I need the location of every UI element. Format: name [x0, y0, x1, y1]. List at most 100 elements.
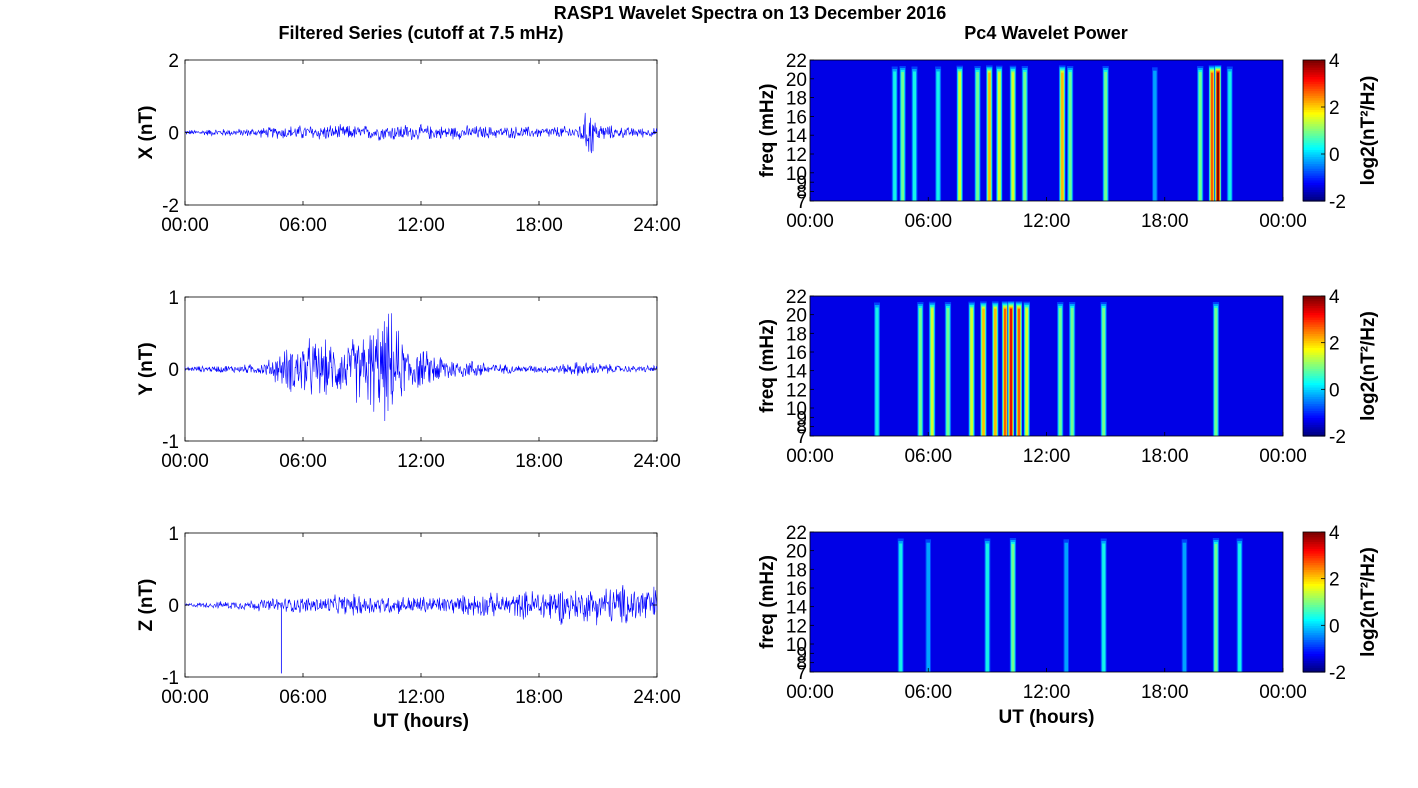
colorbar-segment: [1303, 319, 1325, 323]
y-axis-label: freq (mHz): [757, 319, 778, 413]
wavelet-streak: [1061, 72, 1064, 201]
colorbar-segment: [1303, 168, 1325, 172]
x-tick-label: 18:00: [515, 687, 563, 708]
colorbar-segment: [1303, 623, 1325, 626]
colorbar-tick-label: 2: [1329, 98, 1340, 119]
colorbar-frame: [1302, 59, 1326, 202]
colorbar-segment: [1303, 340, 1325, 344]
colorbar-segment: [1303, 611, 1325, 615]
colorbar-segment: [1303, 186, 1325, 190]
colorbar-segment: [1303, 363, 1325, 367]
colorbar-segment: [1303, 571, 1325, 575]
y-tick-label: 20: [786, 306, 807, 327]
y-tick-label: 22: [786, 287, 807, 308]
y-tick-label: 16: [786, 343, 807, 364]
colorbar-segment: [1303, 539, 1325, 542]
wavelet-streak: [913, 71, 916, 201]
x-tick-label: 00:00: [786, 446, 834, 467]
wavelet-streak: [1004, 308, 1007, 437]
x-tick-label: 00:00: [161, 451, 209, 472]
colorbar-segment: [1303, 384, 1325, 388]
colorbar-segment: [1303, 403, 1325, 407]
colorbar-segment: [1303, 602, 1325, 605]
x-axis-label: UT (hours): [998, 707, 1094, 728]
colorbar-segment: [1303, 373, 1325, 376]
colorbar-segment: [1303, 142, 1325, 146]
colorbar-segment: [1303, 401, 1325, 404]
colorbar-segment: [1303, 326, 1325, 330]
wavelet-streak: [1182, 542, 1187, 672]
wavelet-streak: [1102, 308, 1105, 436]
colorbar-segment: [1303, 576, 1325, 580]
colorbar-segment: [1303, 380, 1325, 383]
colorbar-tick-label: 0: [1329, 145, 1340, 166]
colorbar-segment: [1303, 412, 1325, 416]
wavelet-streak: [946, 308, 950, 436]
colorbar-segment: [1303, 300, 1325, 304]
wavelet-streak: [982, 308, 985, 436]
y-axis-label: Z (nT): [136, 579, 157, 632]
wavelet-streak: [1017, 308, 1021, 437]
colorbar-segment: [1303, 151, 1325, 155]
x-axis-label: UT (hours): [373, 711, 469, 732]
colorbar-segment: [1303, 198, 1325, 202]
colorbar-segment: [1303, 312, 1325, 316]
wavelet-streak: [994, 308, 997, 436]
colorbar-segment: [1303, 630, 1325, 633]
y-tick-label: 9: [796, 173, 807, 194]
wavelet-streak: [1214, 308, 1218, 436]
colorbar-segment: [1303, 567, 1325, 570]
y-tick-label: 14: [786, 126, 808, 147]
colorbar-segment: [1303, 102, 1325, 106]
colorbar-segment: [1303, 541, 1325, 545]
colorbar-segment: [1303, 104, 1325, 108]
colorbar-segment: [1303, 135, 1325, 139]
colorbar-segment: [1303, 419, 1325, 423]
colorbar-segment: [1303, 172, 1325, 176]
y-tick-label: 18: [786, 560, 807, 581]
colorbar-segment: [1303, 595, 1325, 598]
colorbar-segment: [1303, 667, 1325, 671]
colorbar-segment: [1303, 625, 1325, 629]
colorbar-label: log2(nT²/Hz): [1358, 76, 1379, 186]
x-tick-label: 24:00: [633, 215, 681, 236]
x-tick-label: 00:00: [786, 211, 834, 232]
colorbar-segment: [1303, 321, 1325, 325]
y-tick-label: 8: [796, 654, 807, 675]
colorbar-segment: [1303, 592, 1325, 596]
colorbar-segment: [1303, 64, 1325, 68]
colorbar-segment: [1303, 177, 1325, 181]
colorbar-segment: [1303, 149, 1325, 153]
x-tick-label: 00:00: [786, 682, 834, 703]
colorbar-segment: [1303, 613, 1325, 617]
colorbar-segment: [1303, 97, 1325, 101]
colorbar-segment: [1303, 303, 1325, 306]
y-tick-label: 16: [786, 107, 807, 128]
x-tick-label: 06:00: [279, 687, 327, 708]
y-tick-label: 9: [796, 644, 807, 665]
colorbar-segment: [1303, 175, 1325, 179]
y-tick-label: 12: [786, 616, 807, 637]
x-tick-label: 00:00: [1259, 211, 1307, 232]
x-tick-label: 24:00: [633, 687, 681, 708]
x-tick-label: 06:00: [904, 682, 952, 703]
colorbar-tick-label: -2: [1329, 192, 1346, 213]
colorbar-segment: [1303, 62, 1325, 66]
colorbar-segment: [1303, 76, 1325, 80]
colorbar-tick-label: 4: [1329, 523, 1340, 544]
colorbar-segment: [1303, 359, 1325, 362]
colorbar-segment: [1303, 67, 1325, 70]
colorbar-segment: [1303, 95, 1325, 99]
y-tick-label: -1: [162, 668, 179, 689]
colorbar-segment: [1303, 560, 1325, 563]
colorbar-segment: [1303, 146, 1325, 150]
x-tick-label: 18:00: [1141, 446, 1189, 467]
colorbar-segment: [1303, 356, 1325, 360]
right-column-title: Pc4 Wavelet Power: [964, 23, 1127, 43]
colorbar-segment: [1303, 398, 1325, 402]
colorbar-segment: [1303, 651, 1325, 654]
y-axis-label: freq (mHz): [757, 84, 778, 178]
y-tick-label: 10: [786, 164, 807, 185]
y-tick-label: 7: [796, 192, 807, 213]
x-tick-label: 06:00: [904, 446, 952, 467]
